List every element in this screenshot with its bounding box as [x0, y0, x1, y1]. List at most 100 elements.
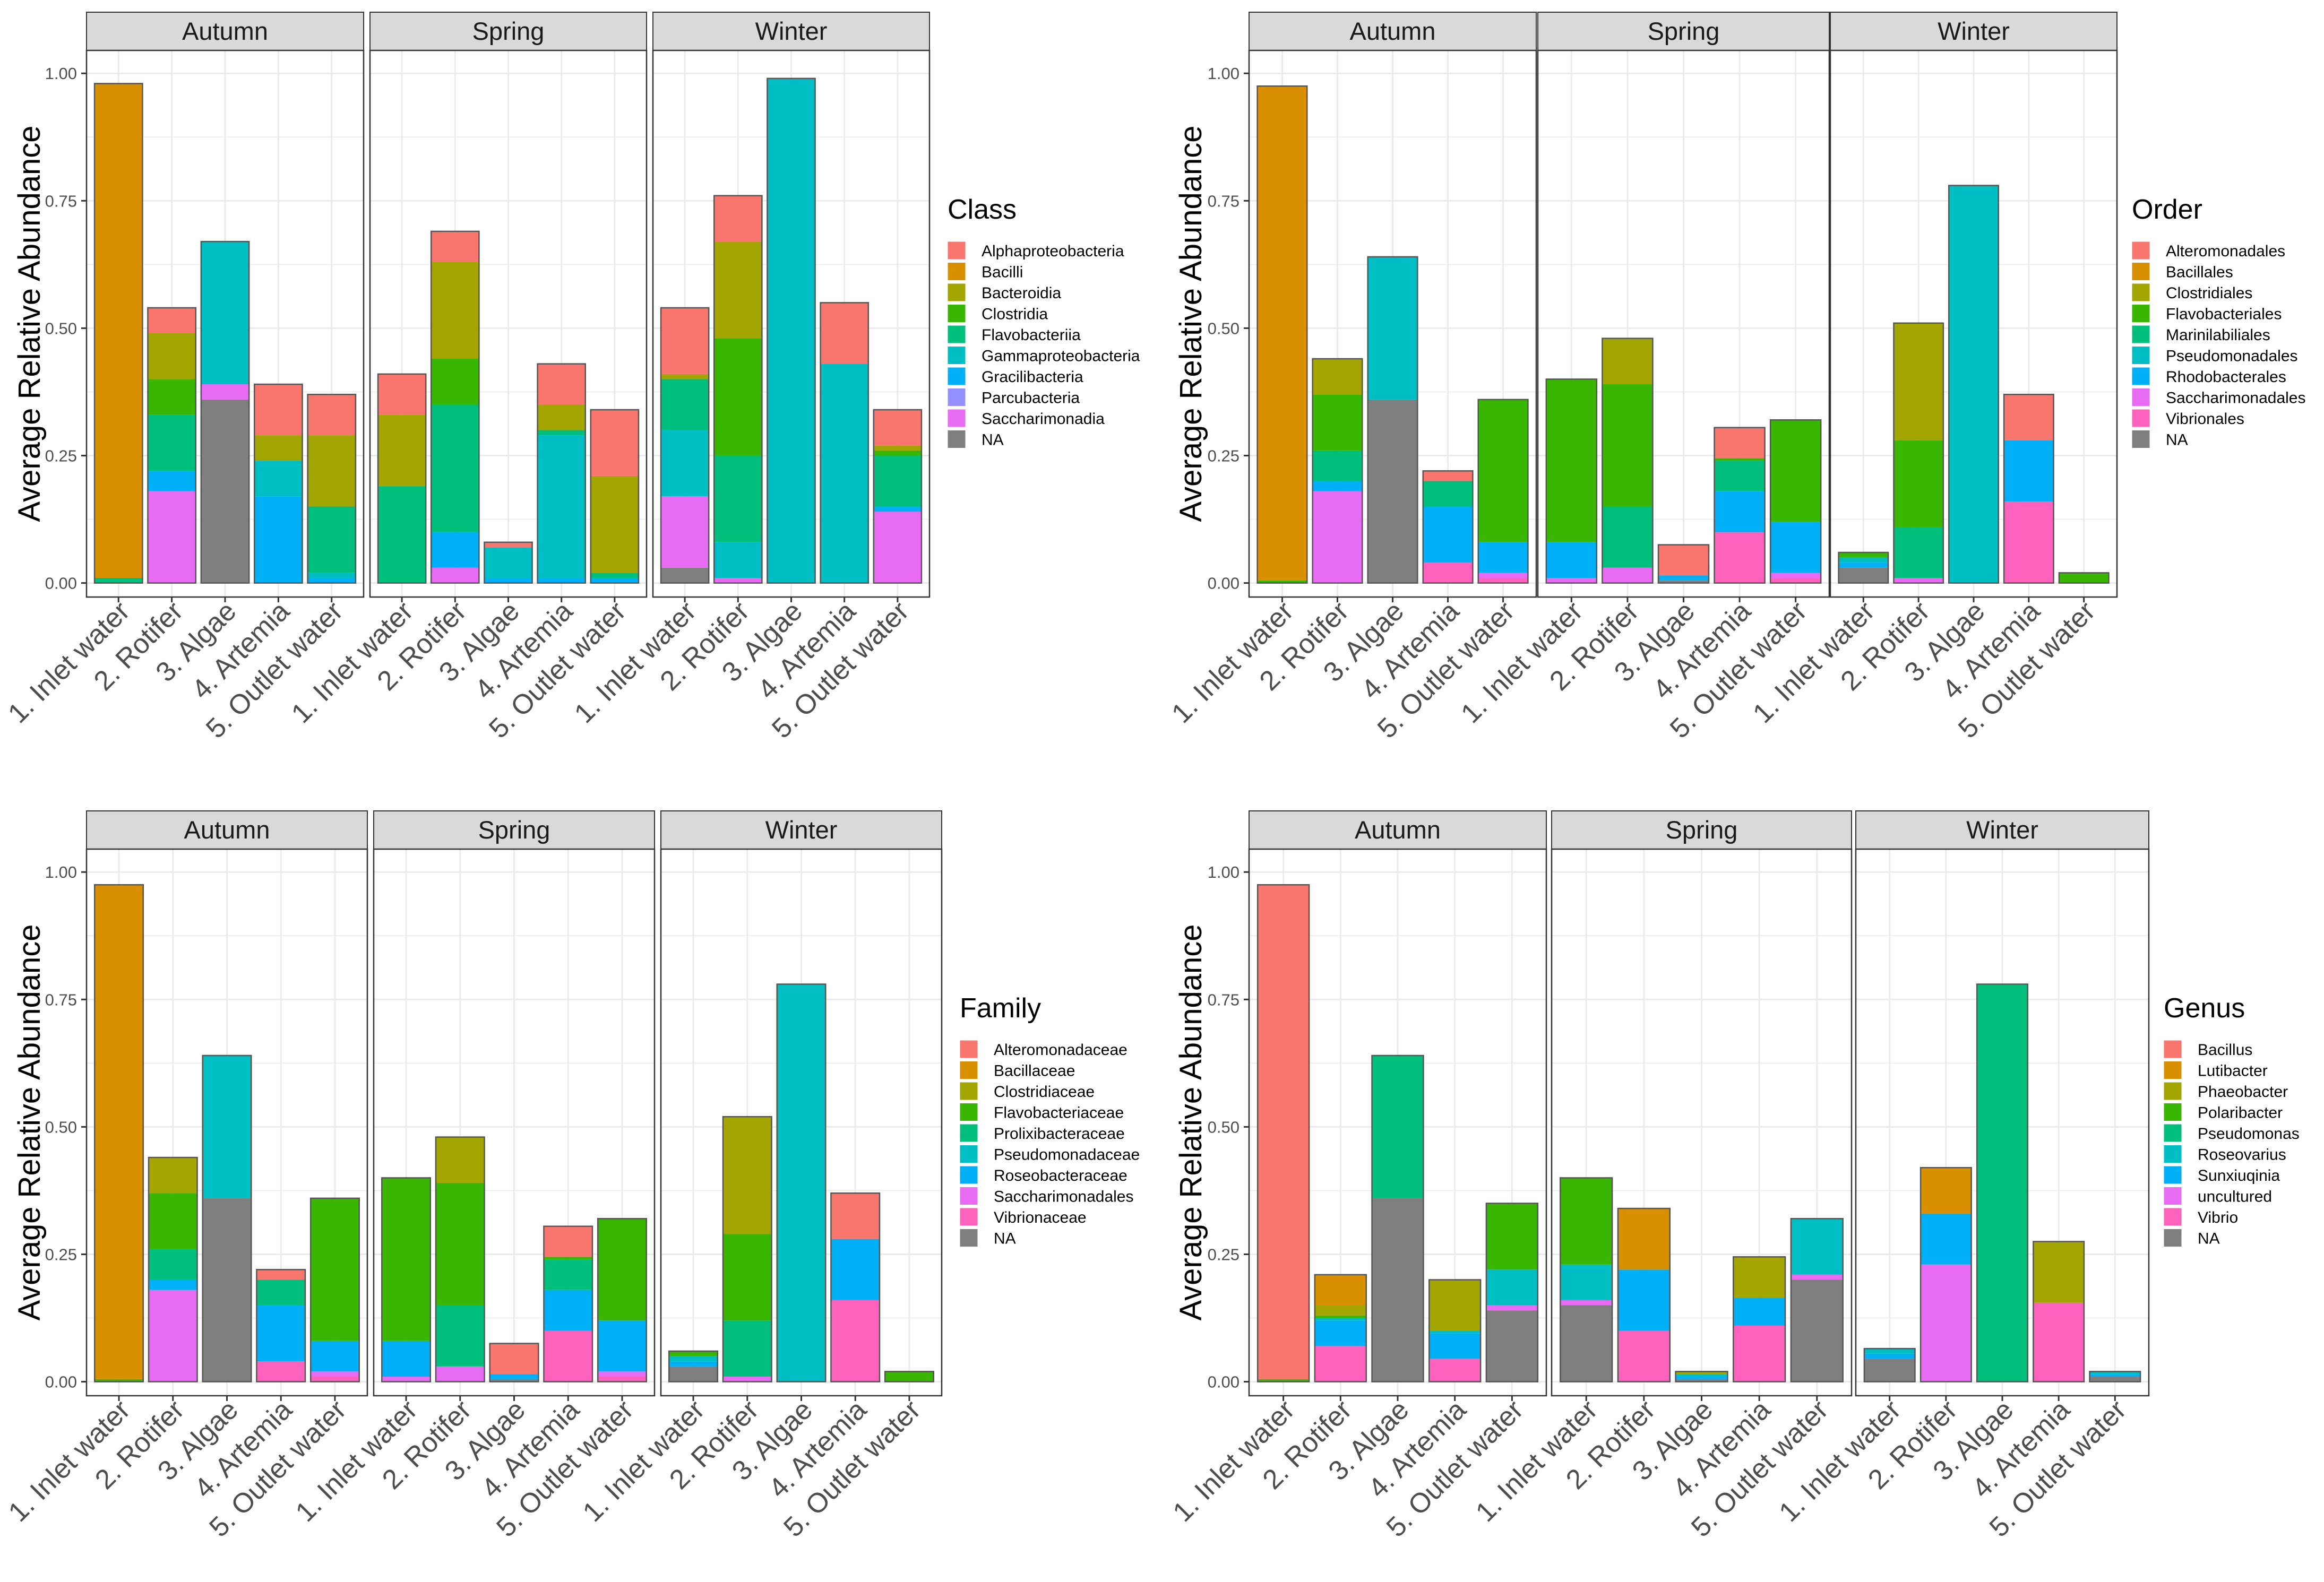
bar-segment — [1372, 1055, 1424, 1198]
y-tick-label: 0.25 — [1208, 446, 1240, 465]
bar-segment — [1770, 577, 1821, 583]
legend-label: Phaeobacter — [2198, 1083, 2288, 1101]
bar-segment — [661, 307, 709, 374]
bar-segment — [382, 1178, 431, 1341]
bar-outline — [253, 383, 303, 584]
legend-label: Bacillales — [2166, 264, 2233, 281]
bar-segment — [1838, 563, 1889, 568]
bar-outline — [1314, 1274, 1367, 1382]
bar-segment — [431, 404, 479, 532]
bar-segment — [1864, 1353, 1915, 1359]
bar-segment — [1658, 544, 1709, 576]
bar-segment — [256, 1280, 306, 1306]
bar-segment — [311, 1198, 359, 1341]
bar-outline — [873, 409, 923, 584]
bar-segment — [1314, 1315, 1366, 1318]
bar-segment — [1658, 580, 1709, 583]
bar-segment — [148, 1193, 197, 1249]
y-tick-label: 0.50 — [1208, 1118, 1240, 1136]
legend-key — [947, 346, 966, 365]
bar-outline — [2003, 394, 2054, 584]
bar-segment — [201, 399, 249, 583]
facet-strip-label: Winter — [1966, 816, 2038, 844]
facet-strip — [1249, 810, 1547, 850]
y-tick-label: 0.00 — [1208, 1373, 1240, 1391]
bar-segment — [311, 1376, 359, 1382]
legend-label: Roseobacteraceae — [994, 1167, 1127, 1185]
bar-segment — [307, 506, 356, 573]
facet-strip-label: Winter — [755, 17, 828, 45]
bar-outline — [435, 1136, 485, 1382]
bar-segment — [661, 496, 709, 568]
bar-segment — [148, 414, 196, 471]
bar-outline — [489, 1343, 539, 1382]
facet-strip-label: Autumn — [182, 17, 268, 45]
bar-outline — [1545, 378, 1598, 584]
bar-outline — [1256, 884, 1310, 1382]
bar-segment — [1838, 557, 1889, 563]
bar-segment — [590, 573, 639, 578]
bar-outline — [668, 1350, 719, 1382]
bar-outline — [430, 230, 480, 584]
bar-segment — [1478, 399, 1528, 542]
bar-segment — [254, 435, 303, 461]
bar-segment — [1312, 450, 1363, 481]
bar-segment — [1314, 1305, 1366, 1316]
panel-border — [660, 848, 943, 1397]
bar-segment — [378, 374, 426, 415]
bar-segment — [435, 1305, 485, 1367]
facet-strip-label: Winter — [765, 816, 838, 844]
bar-outline — [484, 541, 533, 584]
bar-segment — [1429, 1359, 1481, 1382]
bar-outline — [1602, 338, 1654, 584]
y-tick-label: 0.75 — [1208, 192, 1240, 210]
bar-segment — [1714, 427, 1765, 459]
bar-segment — [598, 1320, 647, 1372]
bar-segment — [2033, 1302, 2084, 1382]
bar-segment — [1429, 1333, 1481, 1359]
bar-segment — [598, 1376, 647, 1382]
bar-segment — [94, 1379, 143, 1382]
legend-label: NA — [2166, 431, 2188, 449]
bar-segment — [148, 379, 196, 415]
bar-outline — [1657, 544, 1710, 584]
bar-outline — [884, 1371, 934, 1382]
bar-segment — [544, 1290, 593, 1331]
bar-segment — [1602, 384, 1653, 507]
bar-segment — [1617, 1269, 1670, 1331]
bar-segment — [1560, 1264, 1613, 1300]
bar-segment — [254, 461, 303, 497]
legend-label: Vibrio — [2198, 1209, 2238, 1226]
bar-outline — [309, 1197, 360, 1382]
bar-segment — [544, 1259, 593, 1290]
bar-segment — [1675, 1374, 1728, 1377]
bar-segment — [1367, 256, 1418, 400]
bar-segment — [1617, 1330, 1670, 1382]
bar-segment — [1486, 1203, 1538, 1270]
bar-segment — [489, 1379, 539, 1382]
bar-segment — [94, 83, 143, 578]
y-tick-label: 0.75 — [45, 192, 77, 210]
bar-segment — [537, 364, 586, 405]
bar-segment — [484, 577, 532, 583]
bar-outline — [1838, 551, 1889, 584]
legend-key — [2131, 283, 2150, 302]
bar-segment — [1423, 481, 1473, 507]
legend-key — [2131, 346, 2150, 365]
bar-outline — [256, 1269, 306, 1382]
bar-segment — [148, 1280, 197, 1290]
legend-label: NA — [2198, 1230, 2220, 1248]
bar-segment — [1258, 1379, 1310, 1382]
bar-segment — [1602, 338, 1653, 385]
bar-segment — [1893, 577, 1943, 583]
legend-key — [2163, 1040, 2182, 1059]
bar-segment — [1921, 1264, 1972, 1382]
y-axis-title: Average Relative Abundance — [1174, 125, 1208, 522]
panel-border — [652, 49, 931, 598]
bar-segment — [831, 1239, 880, 1300]
legend-key — [2131, 241, 2150, 260]
bar-segment — [1893, 440, 1943, 527]
bar-segment — [307, 573, 356, 578]
bar-segment — [1714, 461, 1765, 491]
